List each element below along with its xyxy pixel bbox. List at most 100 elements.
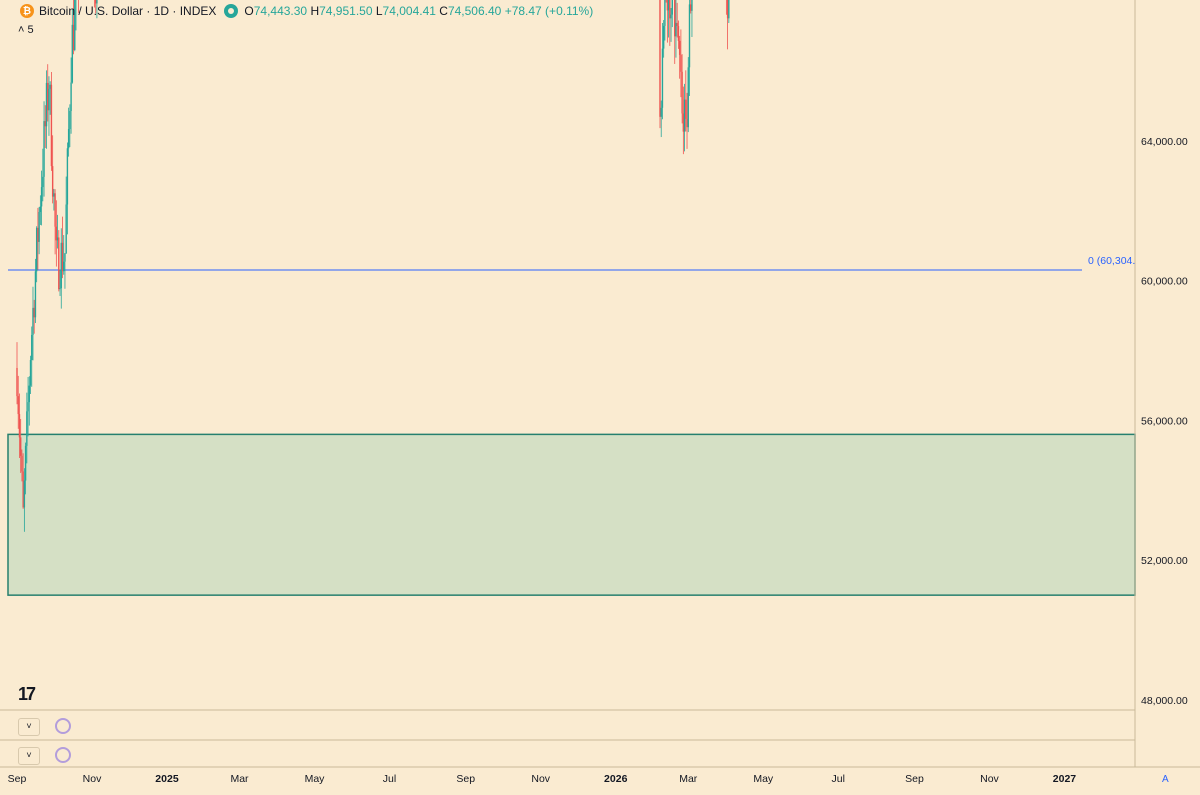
candle-body bbox=[674, 0, 676, 37]
close-label: C bbox=[439, 4, 448, 18]
candle-body bbox=[45, 82, 48, 127]
candle-body bbox=[670, 14, 672, 19]
candle-body bbox=[659, 0, 661, 117]
time-tick-label: Nov bbox=[531, 773, 550, 785]
candle-body bbox=[666, 0, 669, 11]
candle-body bbox=[58, 237, 60, 290]
time-tick-label: Sep bbox=[905, 773, 924, 785]
candle-body bbox=[56, 237, 59, 241]
time-tick-label: Nov bbox=[83, 773, 102, 785]
indicator-pane-2[interactable]: ˅ bbox=[0, 741, 1135, 769]
candle-body bbox=[44, 121, 46, 127]
candle-body bbox=[31, 334, 33, 361]
candle-body bbox=[19, 437, 22, 456]
candle-body bbox=[728, 0, 730, 19]
time-tick-label: Jul bbox=[383, 773, 396, 785]
candle-body bbox=[37, 227, 39, 242]
support-zones bbox=[7, 433, 1136, 596]
candle-body bbox=[671, 0, 673, 15]
open-label: O bbox=[244, 4, 254, 18]
chevron-down-icon[interactable]: ˅ bbox=[18, 718, 40, 736]
candle-body bbox=[53, 193, 55, 197]
loading-icon bbox=[55, 718, 71, 734]
candle-body bbox=[28, 385, 30, 403]
candle-body bbox=[687, 67, 689, 128]
candle-body bbox=[47, 82, 49, 111]
candle-body bbox=[683, 99, 686, 132]
candle-body bbox=[664, 0, 666, 26]
candle-body bbox=[29, 360, 32, 386]
time-axis[interactable]: Sep Nov 2025 Mar May Jul Sep Nov 2026 Mar May Jul Se… bbox=[8, 773, 1077, 785]
loading-icon bbox=[55, 747, 71, 763]
candle-body bbox=[690, 4, 692, 11]
high-label: H bbox=[310, 4, 320, 18]
chevron-down-icon[interactable]: ˅ bbox=[18, 747, 40, 765]
candle-body bbox=[678, 40, 681, 55]
symbol-title[interactable]: Bitcoin / U.S. Dollar · 1D · INDEX bbox=[39, 4, 217, 18]
candle-body bbox=[55, 226, 58, 241]
candle-body bbox=[675, 22, 677, 37]
candle-body bbox=[667, 0, 670, 11]
price-axis[interactable]: 48,000.00 52,000.00 56,000.00 60,000.00 64,0… bbox=[1141, 136, 1188, 707]
candle-body bbox=[685, 99, 687, 119]
candle-body bbox=[40, 187, 43, 207]
time-tick-label: May bbox=[753, 773, 774, 785]
candle-body bbox=[74, 0, 76, 50]
time-tick-label: Mar bbox=[230, 773, 249, 785]
time-tick-label: Sep bbox=[8, 773, 27, 785]
price-tick-label: 64,000.00 bbox=[1141, 136, 1188, 148]
visibility-icon[interactable] bbox=[224, 4, 239, 18]
candle-body bbox=[681, 71, 683, 114]
time-tick-label: Jul bbox=[832, 773, 845, 785]
candle-body bbox=[22, 471, 24, 508]
candle-body bbox=[64, 253, 66, 262]
candle-body bbox=[35, 227, 38, 272]
close-value: 74,506.40 bbox=[447, 4, 502, 18]
candle-body bbox=[686, 118, 688, 128]
time-tick-label: Sep bbox=[456, 773, 475, 785]
price-tick-label: 56,000.00 bbox=[1141, 415, 1188, 427]
candle-body bbox=[67, 129, 70, 149]
auto-scale-button[interactable]: A bbox=[1162, 774, 1169, 785]
candle-body bbox=[70, 82, 72, 111]
candle-body bbox=[38, 211, 40, 242]
candle-body bbox=[43, 121, 45, 177]
candle-body bbox=[48, 88, 50, 111]
candle-body bbox=[71, 24, 74, 83]
low-value: 74,004.41 bbox=[382, 4, 436, 18]
candle-body bbox=[16, 367, 18, 397]
time-tick-label: 2027 bbox=[1053, 773, 1077, 785]
candle-body bbox=[17, 396, 19, 415]
time-tick-label: 2025 bbox=[155, 773, 179, 785]
tradingview-logo[interactable]: 17 bbox=[18, 684, 36, 704]
candle-body bbox=[96, 0, 98, 4]
ohlc-values: O74,443.30 H74,951.50 L74,004.41 C74,506… bbox=[244, 4, 593, 18]
candle-body bbox=[34, 271, 37, 318]
time-tick-label: Mar bbox=[679, 773, 698, 785]
time-tick-label: Nov bbox=[980, 773, 999, 785]
candle-body bbox=[691, 0, 693, 11]
candle-body bbox=[49, 84, 51, 89]
candle-body bbox=[60, 242, 62, 289]
candle-body bbox=[94, 0, 97, 4]
candlestick-series bbox=[16, 0, 730, 532]
price-tick-label: 48,000.00 bbox=[1141, 695, 1188, 707]
indicators-toggle[interactable]: ˄ 5 bbox=[18, 24, 34, 36]
candle-body bbox=[677, 26, 680, 41]
candle-body bbox=[50, 84, 53, 167]
candle-body bbox=[682, 113, 685, 132]
candle-body bbox=[51, 166, 54, 197]
fibonacci-retracement[interactable]: 1 (126,3320.786 (1120.618 (1010.5 (93,31… bbox=[8, 0, 1138, 271]
candle-body bbox=[688, 4, 691, 68]
candle-body bbox=[65, 204, 67, 254]
price-tick-label: 52,000.00 bbox=[1141, 555, 1188, 567]
candle-body bbox=[21, 455, 23, 472]
high-value: 74,951.50 bbox=[319, 4, 373, 18]
indicator-pane-1[interactable]: ˅ bbox=[0, 712, 1135, 740]
candle-body bbox=[726, 0, 729, 19]
candle-body bbox=[23, 480, 26, 508]
fib-level-label: 0 (60,304. bbox=[1088, 255, 1135, 267]
candle-body bbox=[32, 307, 34, 335]
chevron-up-icon: ˄ bbox=[18, 24, 25, 36]
